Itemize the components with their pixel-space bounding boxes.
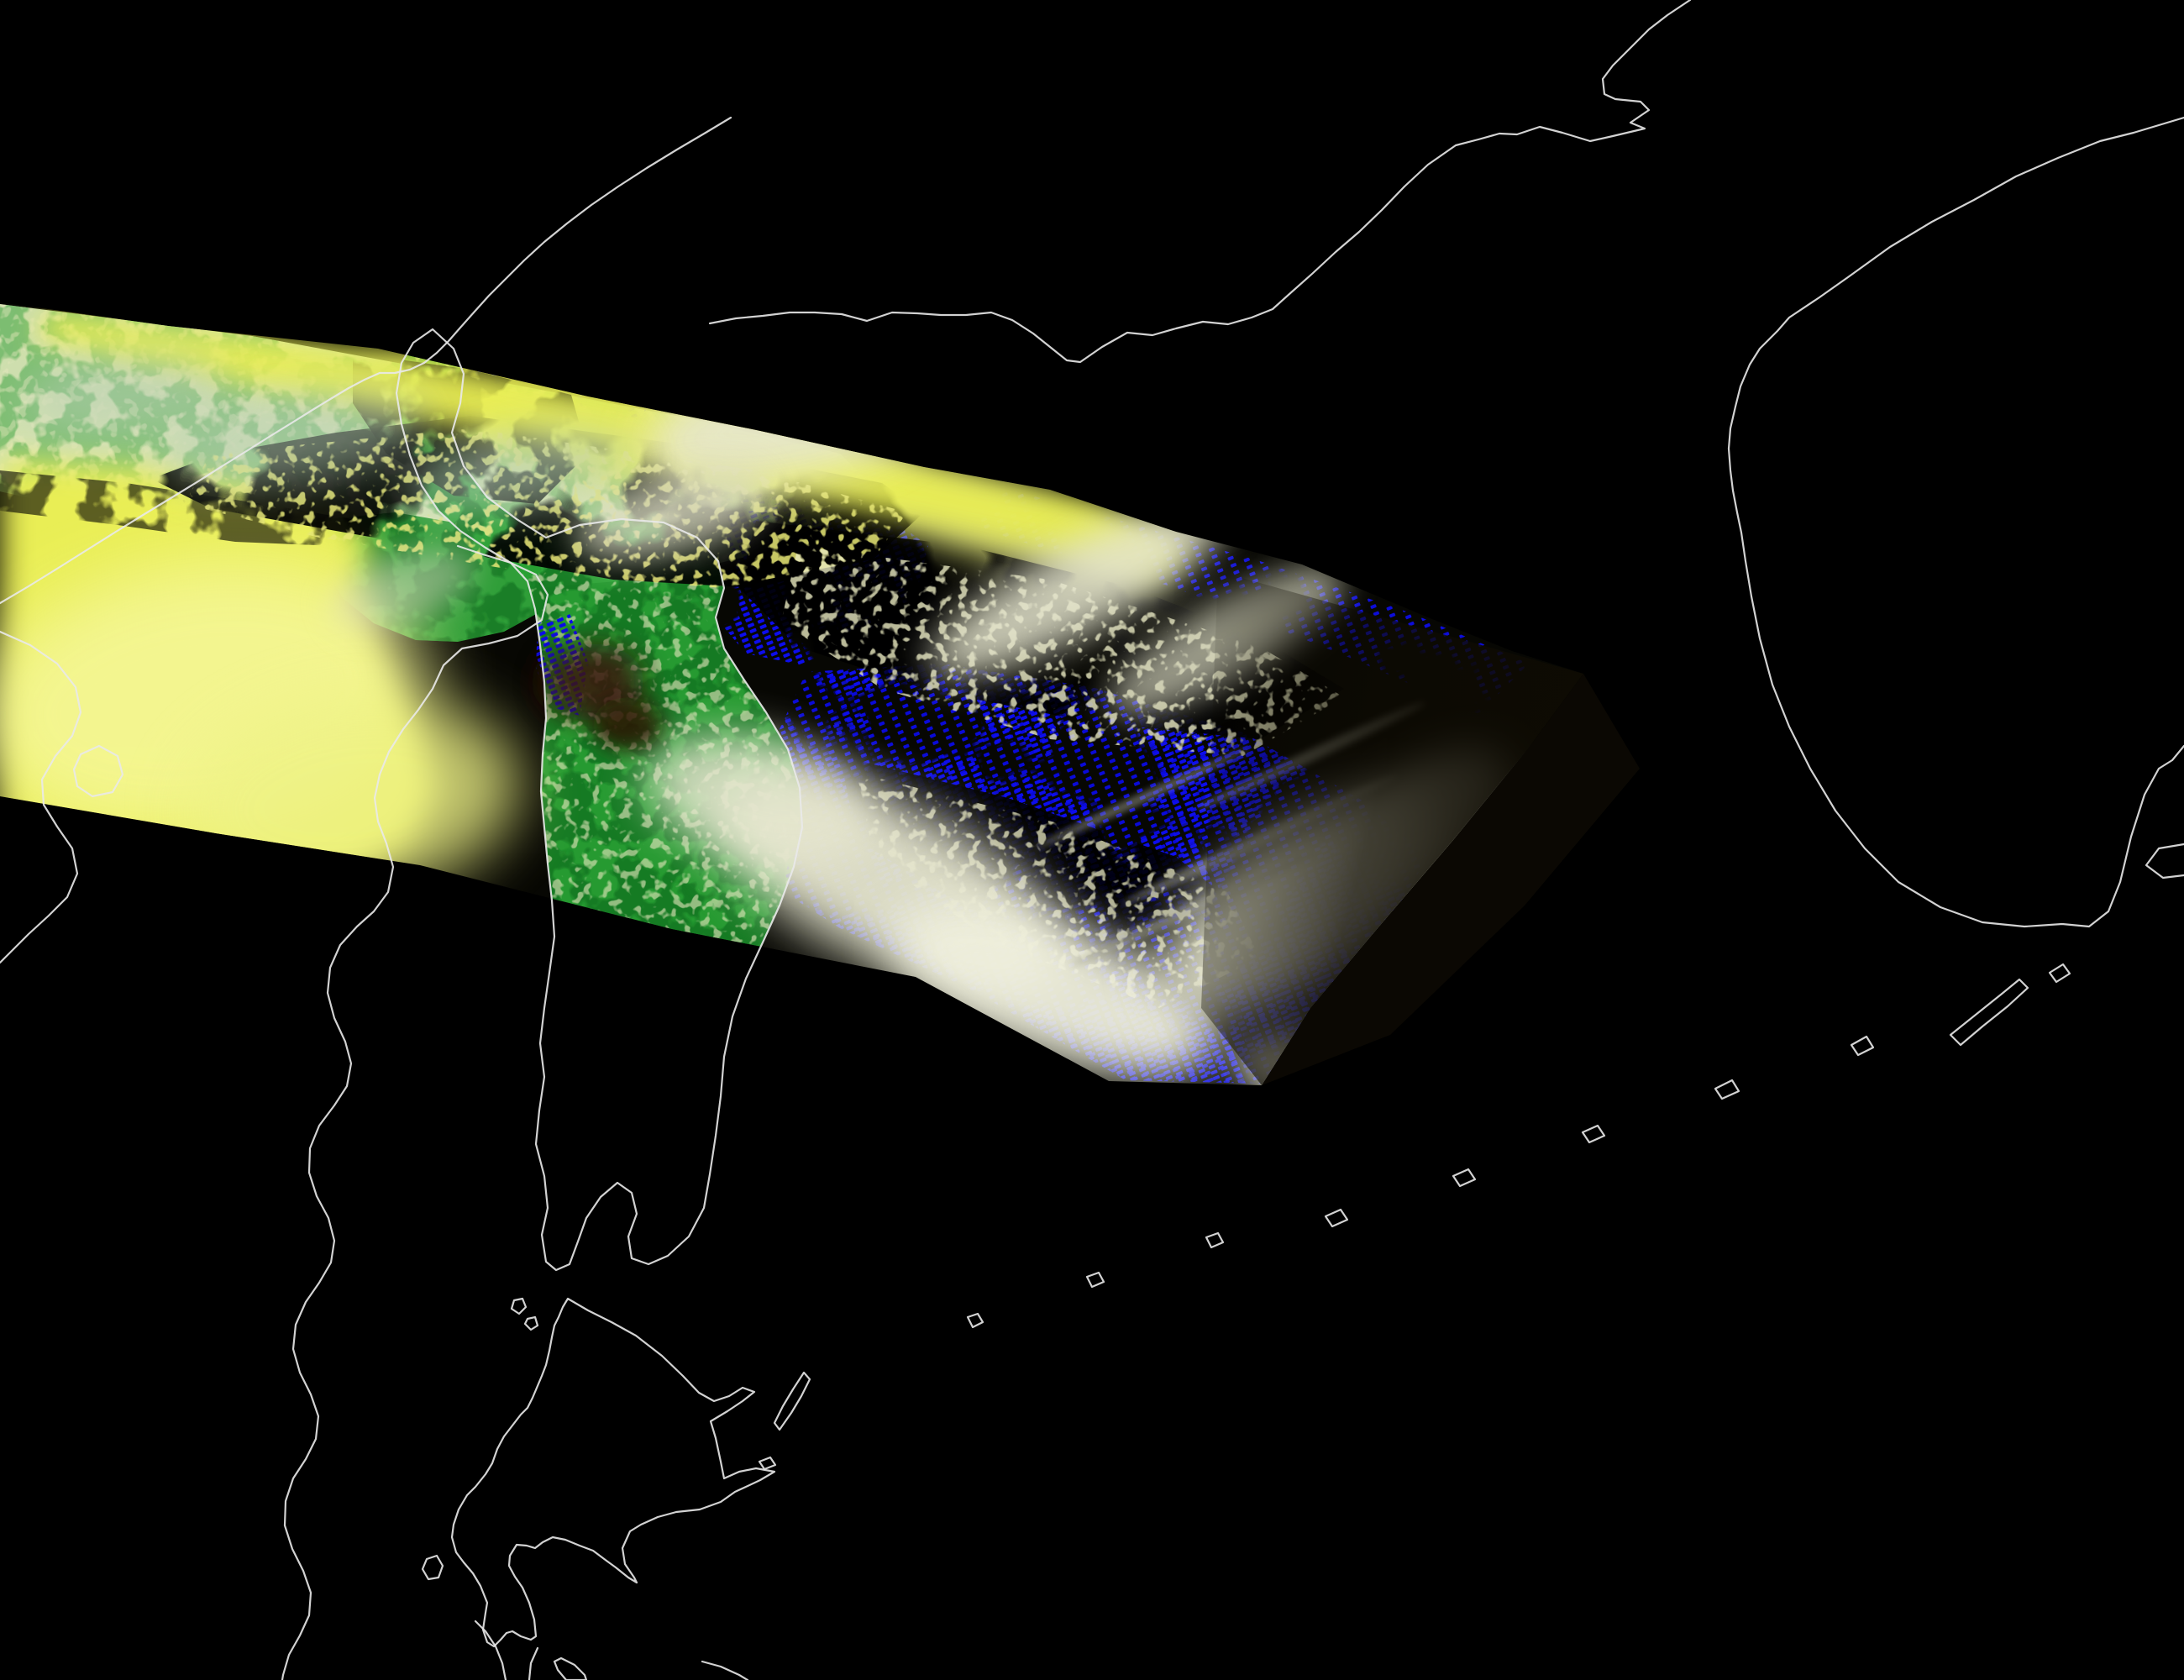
cloud-blob-6 (890, 903, 1218, 1079)
coastline-kamchatka-inlet (2145, 843, 2184, 879)
coastline-kuril-10 (2048, 963, 2071, 984)
coastline-kuril-4 (1324, 1208, 1349, 1228)
cloud-blob-17 (593, 697, 664, 751)
coastline-kuril-2 (1085, 1271, 1105, 1289)
coastline-kuril-6 (1581, 1124, 1606, 1144)
coastline-honshu-tip-3 (553, 1656, 588, 1680)
coastline-hokkaido (450, 1297, 776, 1648)
cloud-blob-2 (574, 469, 770, 559)
coastline-rishiri (510, 1297, 528, 1315)
coastline-kunashir (773, 1371, 811, 1431)
cloud-blob-13 (160, 387, 428, 486)
coastline-kuril-3 (1205, 1231, 1225, 1249)
coastline-honshu-tip-4 (701, 1660, 749, 1680)
coastline-rebun (523, 1315, 539, 1331)
cloud-blob-9 (645, 734, 875, 865)
swath-edge-fringe (1262, 674, 1640, 1085)
cloud-blob-3 (929, 500, 1230, 676)
cirrus-streak-3 (1036, 748, 1249, 848)
coastline-honshu-tip-2 (528, 1646, 539, 1680)
coastline-kamchatka (1727, 116, 2184, 928)
coastline-chukotka (708, 0, 1692, 364)
coastline-kuril-7 (1714, 1079, 1740, 1100)
coastline-siberia-diagonal (0, 116, 732, 605)
dark-haze-edge (0, 470, 353, 546)
coastline-shikotan (758, 1456, 777, 1471)
cloud-blob-15 (331, 547, 475, 629)
coastline-honshu-tip-1 (474, 1620, 507, 1680)
limb-darkening (1201, 571, 1583, 1085)
coastline-okushiri (421, 1554, 444, 1581)
coastline-sakhalin (395, 328, 804, 1272)
coastline-kuril-5 (1452, 1168, 1477, 1188)
cloud-blob-12 (404, 425, 638, 516)
coastline-amur-river (0, 630, 82, 964)
coastline-amur-lake (72, 744, 124, 798)
cumulus-speckle-east (781, 546, 1344, 756)
coastline-mainland-tatar (281, 544, 549, 1680)
coastline-paramushir (1949, 978, 2029, 1047)
coastline-kuril-1 (966, 1312, 984, 1329)
coastline-kuril-8 (1850, 1035, 1875, 1057)
cloud-blob-14 (25, 351, 227, 435)
